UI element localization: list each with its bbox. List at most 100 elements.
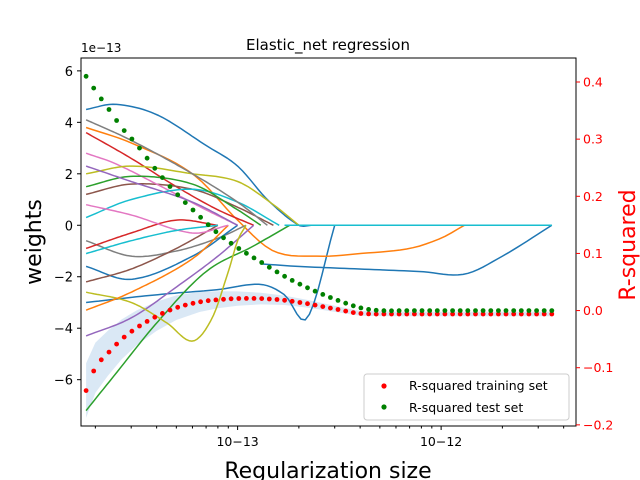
training-dot-22 bbox=[251, 296, 257, 301]
test-dot-59 bbox=[534, 308, 539, 313]
test-dot-47 bbox=[442, 308, 448, 313]
training-dot-33 bbox=[335, 307, 341, 312]
test-dot-30 bbox=[312, 288, 318, 294]
training-dot-45 bbox=[427, 311, 433, 317]
training-dot-7 bbox=[137, 323, 142, 329]
y-axis-label: weights bbox=[22, 199, 47, 285]
training-dot-24 bbox=[266, 296, 272, 302]
training-dot-13 bbox=[182, 302, 188, 308]
test-dot-0 bbox=[83, 73, 89, 79]
weight-line-18 bbox=[85, 219, 219, 250]
training-dot-4 bbox=[114, 341, 119, 347]
training-dot-27 bbox=[289, 298, 295, 304]
test-dot-43 bbox=[412, 308, 417, 313]
test-dot-7 bbox=[137, 145, 142, 151]
training-dot-39 bbox=[381, 311, 387, 317]
right-y-axis-label: R-squared bbox=[616, 189, 640, 300]
test-dot-5 bbox=[121, 128, 127, 134]
legend-label-training: R-squared training set bbox=[409, 378, 548, 393]
x-axis-ticks: 10−13 10−12 bbox=[94, 426, 565, 449]
right-tick-label: −0.1 bbox=[583, 360, 613, 375]
test-dot-6 bbox=[129, 136, 135, 142]
test-dot-57 bbox=[518, 308, 524, 313]
weight-line-9 bbox=[85, 183, 274, 226]
test-dot-24 bbox=[266, 264, 272, 270]
training-dot-60 bbox=[541, 311, 547, 317]
weight-line-6 bbox=[85, 224, 290, 412]
legend-marker-training bbox=[381, 383, 387, 389]
test-dot-19 bbox=[228, 240, 234, 246]
test-dot-33 bbox=[335, 298, 341, 303]
test-dot-15 bbox=[198, 214, 204, 220]
training-dot-53 bbox=[488, 311, 494, 317]
weight-line-12 bbox=[85, 224, 247, 342]
training-dot-19 bbox=[228, 296, 234, 302]
test-dot-8 bbox=[144, 155, 150, 161]
legend-label-test: R-squared test set bbox=[409, 400, 523, 415]
weight-line-19 bbox=[85, 165, 238, 226]
test-dot-10 bbox=[160, 175, 165, 181]
training-dot-17 bbox=[213, 297, 219, 303]
training-dot-31 bbox=[320, 304, 326, 309]
training-dot-54 bbox=[496, 311, 501, 317]
training-dot-61 bbox=[549, 311, 555, 317]
left-tick-label: −4 bbox=[54, 322, 73, 337]
test-dot-21 bbox=[244, 250, 249, 256]
test-dot-31 bbox=[320, 292, 326, 297]
training-dot-38 bbox=[373, 311, 379, 317]
test-dot-50 bbox=[465, 308, 471, 313]
x-axis-label: Regularization size bbox=[224, 459, 431, 480]
test-dot-20 bbox=[236, 246, 242, 251]
training-dot-58 bbox=[526, 311, 532, 317]
test-dot-12 bbox=[175, 192, 181, 198]
test-dot-28 bbox=[297, 281, 303, 287]
training-dot-21 bbox=[244, 296, 249, 301]
right-tick-label: −0.2 bbox=[583, 417, 613, 432]
weight-line-21 bbox=[85, 203, 229, 234]
left-tick-label: −6 bbox=[54, 374, 73, 389]
training-dot-34 bbox=[343, 308, 349, 314]
test-dot-49 bbox=[457, 308, 463, 313]
left-tick-label: 4 bbox=[65, 116, 73, 131]
test-dot-25 bbox=[274, 269, 280, 275]
test-dot-22 bbox=[251, 255, 257, 261]
training-dot-56 bbox=[511, 311, 517, 317]
test-dot-54 bbox=[496, 308, 501, 313]
right-axis-ticks: 0.4 0.3 0.2 0.1 0.0 −0.1 −0.2 bbox=[576, 75, 613, 432]
training-dot-49 bbox=[457, 311, 463, 317]
training-dot-30 bbox=[312, 302, 318, 308]
training-dot-46 bbox=[434, 311, 440, 317]
training-dot-41 bbox=[396, 311, 402, 317]
test-dot-2 bbox=[98, 96, 104, 102]
training-dot-48 bbox=[450, 311, 455, 317]
legend-marker-test bbox=[381, 404, 387, 410]
right-tick-label: 0.1 bbox=[583, 246, 603, 261]
test-dot-1 bbox=[91, 85, 97, 91]
right-tick-label: 0.3 bbox=[583, 132, 603, 147]
weight-line-4 bbox=[260, 224, 553, 276]
weight-line-7 bbox=[85, 131, 254, 226]
training-dot-32 bbox=[328, 305, 333, 311]
chart-title: Elastic_net regression bbox=[246, 36, 410, 55]
weight-lines bbox=[85, 103, 553, 412]
weight-line-3 bbox=[86, 225, 336, 321]
test-dot-42 bbox=[404, 308, 410, 313]
test-dot-11 bbox=[167, 184, 173, 189]
weight-line-10 bbox=[85, 152, 238, 226]
test-dot-29 bbox=[305, 285, 310, 291]
weight-line-16 bbox=[85, 224, 229, 311]
test-dot-32 bbox=[328, 295, 333, 300]
test-dot-35 bbox=[350, 303, 356, 309]
test-dot-51 bbox=[473, 308, 478, 313]
left-tick-label: −2 bbox=[54, 271, 73, 286]
test-dot-13 bbox=[182, 200, 188, 206]
test-dot-4 bbox=[114, 118, 119, 123]
training-dot-43 bbox=[412, 311, 417, 317]
weight-line-17 bbox=[85, 175, 262, 226]
weight-line-22 bbox=[85, 119, 268, 226]
weight-line-5 bbox=[85, 126, 465, 257]
test-dot-27 bbox=[289, 278, 295, 283]
test-dot-56 bbox=[511, 308, 517, 313]
test-dot-45 bbox=[427, 308, 433, 313]
